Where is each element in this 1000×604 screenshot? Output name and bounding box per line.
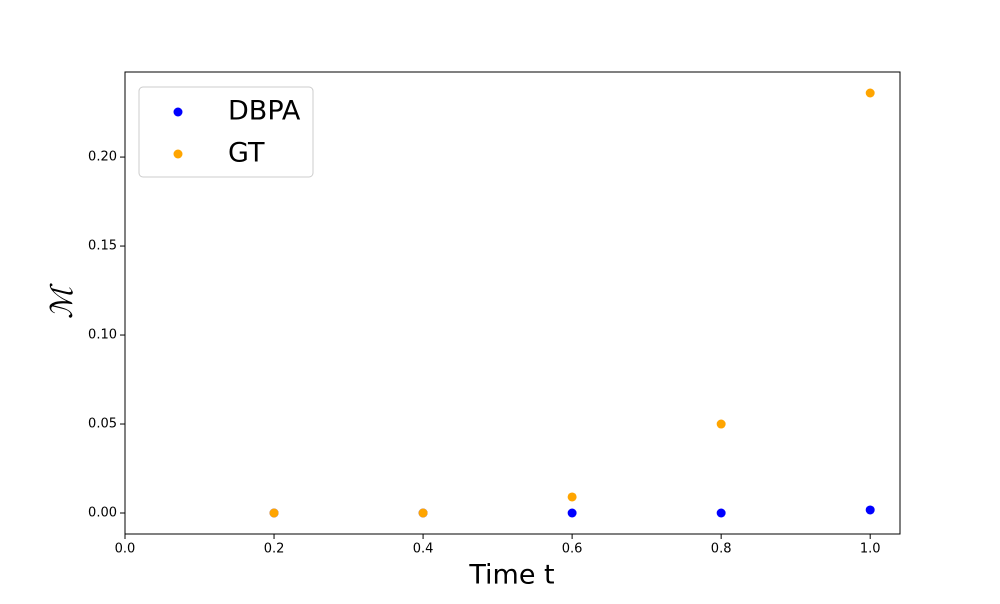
point xyxy=(865,88,875,98)
legend-marker xyxy=(173,149,183,159)
x-tick-label: 0.0 xyxy=(115,542,136,557)
x-tick-label: 0.2 xyxy=(264,542,285,557)
point xyxy=(418,508,428,518)
x-tick-label: 0.8 xyxy=(711,542,732,557)
x-tick-label: 0.6 xyxy=(562,542,583,557)
plot-frame xyxy=(124,71,901,535)
point xyxy=(865,505,875,515)
y-tick-label: 0.15 xyxy=(88,239,117,254)
legend-box xyxy=(138,86,314,178)
point xyxy=(269,508,279,518)
x-tick-label: 0.4 xyxy=(413,542,434,557)
y-tick-label: 0.05 xyxy=(88,417,117,432)
x-axis-label: Time t xyxy=(468,560,554,591)
x-tick-label: 1.0 xyxy=(860,542,881,557)
point xyxy=(716,508,726,518)
y-tick-label: 0.10 xyxy=(88,328,117,343)
point xyxy=(567,492,577,502)
legend-marker xyxy=(173,107,183,117)
y-tick-label: 0.20 xyxy=(88,150,117,165)
point xyxy=(567,508,577,518)
y-tick-label: 0.00 xyxy=(88,506,117,521)
legend-label: GT xyxy=(228,138,265,169)
point xyxy=(716,419,726,429)
y-axis-label: ℳ xyxy=(45,283,80,319)
legend-label: DBPA xyxy=(228,96,301,127)
